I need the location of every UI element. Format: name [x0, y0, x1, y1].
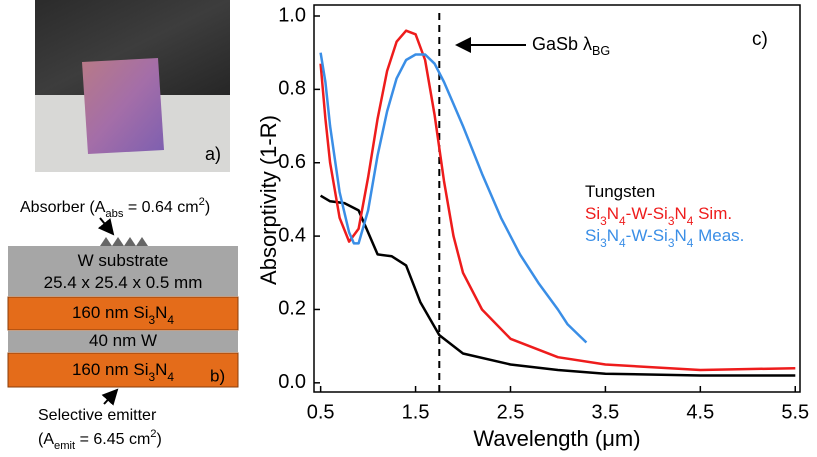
text-part: Si [585, 204, 600, 223]
x-tick-label: 1.5 [402, 401, 430, 423]
text-part: N [607, 204, 619, 223]
text-part: Sim. [693, 204, 732, 223]
text-sub: BG [592, 44, 610, 58]
figure: a) Absorber (Aabs = 0.64 cm2) W substrat… [0, 0, 817, 457]
text-part: W substrate [78, 251, 169, 270]
text-part: 160 nm Si [72, 303, 149, 322]
y-tick-label: 0.2 [278, 298, 306, 320]
arrow [104, 390, 117, 404]
text-part: Meas. [693, 226, 744, 245]
text-part: N [607, 226, 619, 245]
y-tick-label: 0.4 [278, 224, 306, 246]
text-part: 160 nm Si [72, 360, 149, 379]
text-part: 25.4 x 25.4 x 0.5 mm [44, 273, 203, 292]
text-part: = 6.45 cm [75, 431, 150, 448]
line-series [321, 31, 796, 370]
y-tick-label: 0.0 [278, 371, 306, 393]
absorber-pyramids [100, 237, 148, 246]
text-part: 40 nm W [89, 331, 157, 350]
x-tick-label: 2.5 [497, 401, 525, 423]
text-part: N [155, 303, 167, 322]
layer-label: W substrate [78, 251, 169, 270]
y-axis-label: Absorptivity (1-R) [256, 115, 281, 285]
y-tick-label: 0.6 [278, 151, 306, 173]
layer-label: 25.4 x 25.4 x 0.5 mm [44, 273, 203, 292]
text-sub: 4 [167, 370, 174, 384]
text-part: Tungsten [585, 182, 655, 201]
text-part: (A [38, 431, 54, 448]
text-part: Si [585, 226, 600, 245]
text-sub: emit [54, 440, 76, 452]
y-tick-label: 1.0 [278, 4, 306, 26]
text-part: ) [157, 431, 162, 448]
panel-label: a) [205, 144, 221, 164]
line-series [321, 53, 587, 343]
emitter-area: (Aemit = 6.45 cm2) [38, 428, 162, 452]
absorber-label: Absorber (Aabs = 0.64 cm2) [20, 196, 210, 220]
layer-diagram: Absorber (Aabs = 0.64 cm2) W substrate 2… [8, 196, 238, 452]
text-part: = 0.64 cm [123, 199, 198, 216]
y-tick-label: 0.8 [278, 78, 306, 100]
photo-panel: a) [35, 0, 230, 172]
annotation: GaSb λBG [532, 34, 610, 59]
panel-label: c) [752, 29, 768, 50]
emitter-label: Selective emitter [38, 407, 157, 424]
legend-entry: Si3N4-W-Si3N4 Meas. [585, 226, 744, 250]
text-part: N [674, 226, 686, 245]
wafer [82, 58, 164, 154]
text-sub: abs [105, 208, 123, 220]
x-tick-label: 4.5 [686, 401, 714, 423]
arrow [100, 218, 113, 234]
text-part: GaSb λ [532, 34, 592, 54]
x-tick-label: 3.5 [592, 401, 620, 423]
page: a) Absorber (Aabs = 0.64 cm2) W substrat… [0, 0, 817, 457]
text-part: Absorber (A [20, 199, 106, 216]
layer-label: 40 nm W [89, 331, 157, 350]
text-part: ) [205, 199, 210, 216]
plot-frame [314, 5, 800, 392]
legend-entry: Tungsten [585, 182, 655, 201]
x-tick-label: 0.5 [307, 401, 335, 423]
x-axis-label: Wavelength (μm) [473, 426, 640, 451]
text-part: N [674, 204, 686, 223]
x-tick-label: 5.5 [781, 401, 809, 423]
legend-entry: Si3N4-W-Si3N4 Sim. [585, 204, 732, 228]
text-sub: 4 [167, 313, 174, 327]
text-part: -W-Si [626, 204, 668, 223]
text-part: -W-Si [626, 226, 668, 245]
text-part: N [155, 360, 167, 379]
panel-label: b) [210, 366, 225, 385]
